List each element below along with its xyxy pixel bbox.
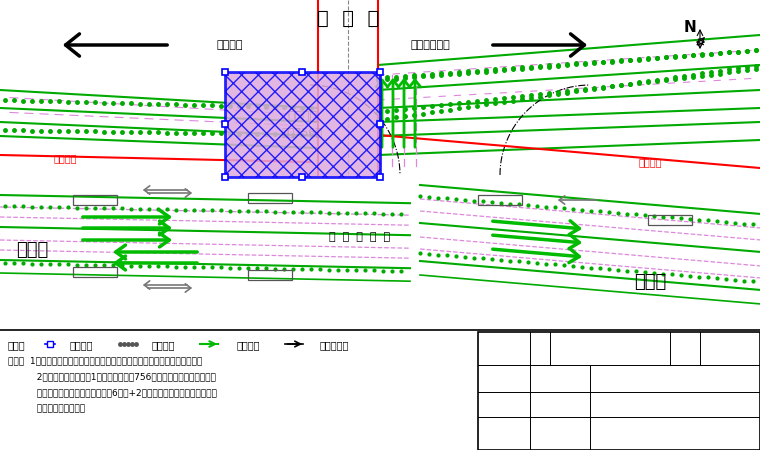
Bar [222,121,228,127]
Bar [377,121,383,127]
Text: 西安市地下铁道
有限责任公司: 西安市地下铁道 有限责任公司 [714,333,746,353]
Bar [73,195,117,205]
Text: 施工围挡: 施工围挡 [287,110,318,123]
Text: 中交第一公路工
程局有限公司: 中交第一公路工 程局有限公司 [488,338,520,358]
Text: 纺北路: 纺北路 [16,241,48,259]
Text: 图例：: 图例： [8,340,26,350]
Text: 纺北路: 纺北路 [634,273,666,291]
Bar [47,341,53,347]
Bar [248,193,292,203]
Bar [222,69,228,75]
Bar [225,72,380,177]
Text: 2、本期施工围挡时间1个月，总面积：756㎡。施工期间纺渭路车流从: 2、本期施工围挡时间1个月，总面积：756㎡。施工期间纺渭路车流从 [8,372,216,381]
Bar [478,332,760,450]
Text: 审核: 审核 [555,374,565,383]
Text: 非机动车道: 非机动车道 [320,340,350,350]
Text: 说明：  1、本区间为明挖，共分两期施工。本图为一期施工围挡及交通疏解图。: 说明： 1、本区间为明挖，共分两期施工。本图为一期施工围挡及交通疏解图。 [8,356,202,365]
Text: N: N [684,21,696,36]
Bar [299,69,305,75]
Bar [73,267,117,277]
Text: 西安市地铁六号线二期工程（劳动南路站
～纺织城站）土建施工项目06TJS6-27标: 西安市地铁六号线二期工程（劳动南路站 ～纺织城站）土建施工项目06TJS6-27… [567,342,653,356]
Bar [377,69,383,75]
Text: 车辆基地出入线区间交通疏解一期: 车辆基地出入线区间交通疏解一期 [619,414,731,428]
Text: 区间隔离东侧绕行，能满足双向6车道+2非机动车道的通行要求。纺渭路: 区间隔离东侧绕行，能满足双向6车道+2非机动车道的通行要求。纺渭路 [8,388,217,397]
Bar [648,215,692,225]
Text: 车站轮廓: 车站轮廓 [152,340,176,350]
Text: 工程
名称: 工程 名称 [535,333,545,353]
Bar [377,174,383,180]
Text: 纺  渭  路: 纺 渭 路 [317,9,379,27]
Text: 纺织城站: 纺织城站 [217,40,243,50]
Text: 道路红线: 道路红线 [638,157,662,167]
Bar [299,174,305,180]
Text: 绘制: 绘制 [499,374,509,383]
Text: 施工围挡: 施工围挡 [70,340,93,350]
Text: 面积756㎡: 面积756㎡ [282,127,323,138]
Text: 交通不受施工影响。: 交通不受施工影响。 [8,404,85,413]
Bar [478,195,522,205]
Text: 复核: 复核 [499,400,509,409]
Text: 建设
单位: 建设 单位 [680,333,689,353]
Text: 日期: 日期 [555,400,565,409]
Text: 道路红线: 道路红线 [53,153,77,163]
Text: 纺织城停车场: 纺织城停车场 [410,40,450,50]
Bar [248,270,292,280]
Text: 机动车道: 机动车道 [237,340,261,350]
Text: 纺  北  路  中  线: 纺 北 路 中 线 [329,232,391,242]
Bar [222,174,228,180]
